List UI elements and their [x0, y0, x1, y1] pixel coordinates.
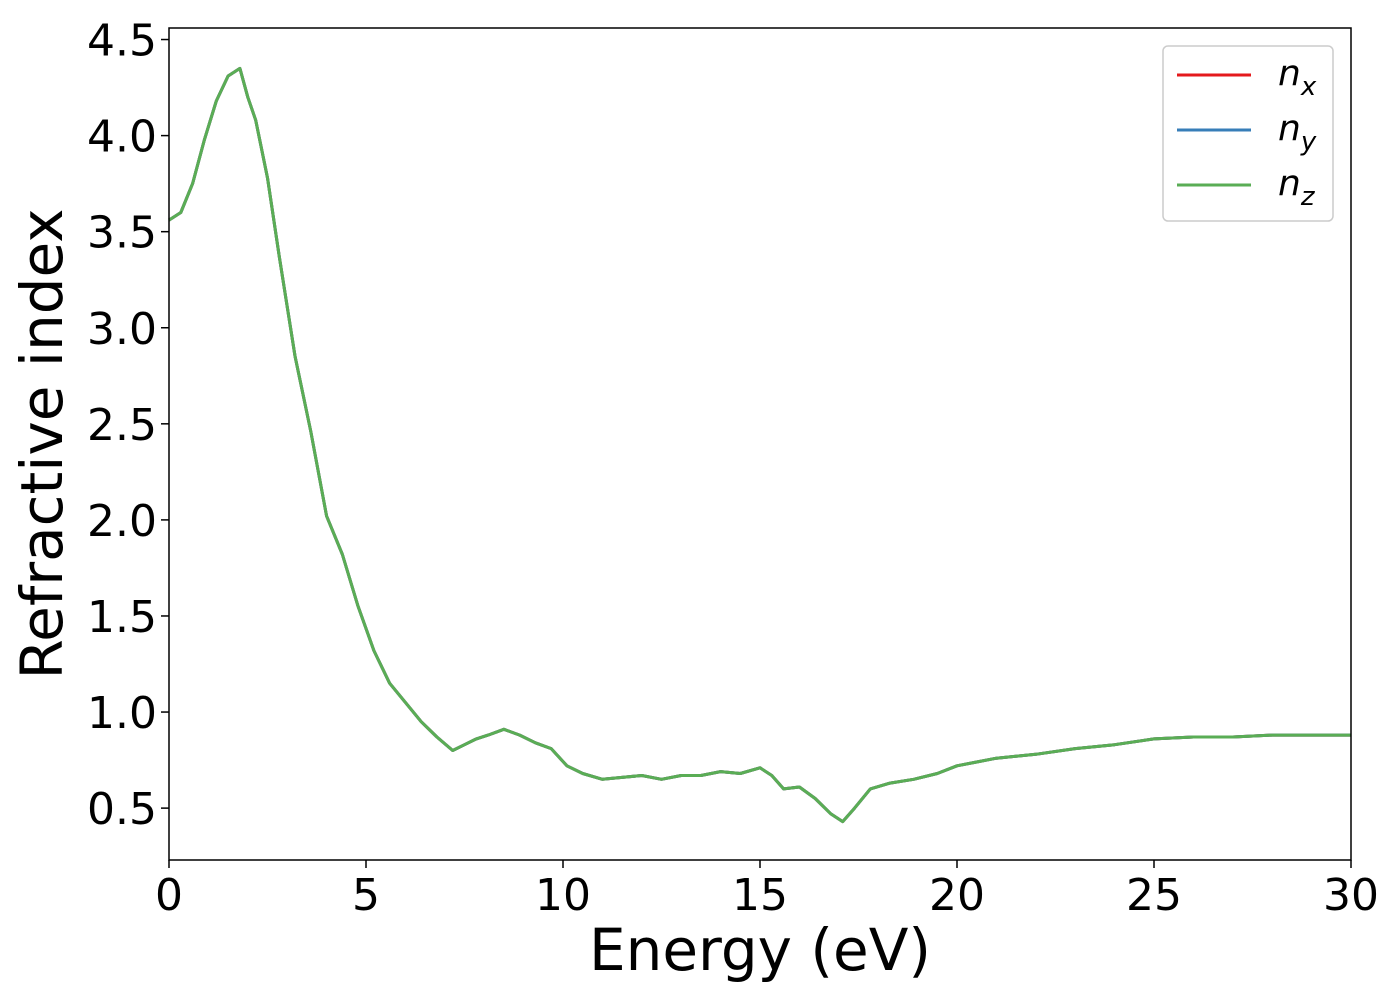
- x-tick-label: 10: [535, 870, 591, 921]
- x-axis-title: Energy (eV): [589, 916, 931, 984]
- x-tick-label: 30: [1323, 870, 1379, 921]
- x-axis-ticks: 0 5 10 15 20 25 30: [155, 860, 1379, 921]
- x-tick-label: 5: [352, 870, 380, 921]
- legend-label-z: nz: [1278, 163, 1316, 212]
- y-axis-title: Refractive index: [8, 208, 76, 679]
- legend-label-y: ny: [1278, 108, 1317, 157]
- y-tick-label: 1.5: [87, 592, 157, 643]
- y-tick-label: 3.5: [87, 208, 157, 259]
- series-line-z: [168, 66, 1351, 824]
- y-axis-ticks: 0.5 1.0 1.5 2.0 2.5 3.0 3.5 4.0 4.5: [87, 16, 169, 835]
- series-layer: [168, 66, 1351, 824]
- y-tick-label: 0.5: [87, 784, 157, 835]
- y-tick-label: 2.0: [87, 496, 157, 547]
- x-tick-label: 15: [732, 870, 788, 921]
- legend-label-x: nx: [1278, 53, 1317, 102]
- y-tick-label: 2.5: [87, 400, 157, 451]
- y-tick-label: 1.0: [87, 688, 157, 739]
- y-tick-label: 3.0: [87, 304, 157, 355]
- x-tick-label: 0: [155, 870, 183, 921]
- x-tick-label: 20: [929, 870, 985, 921]
- legend-box: [1162, 45, 1334, 222]
- y-tick-label: 4.5: [87, 16, 157, 67]
- y-tick-label: 4.0: [87, 112, 157, 163]
- legend: nx ny nz: [1162, 45, 1334, 222]
- x-tick-label: 25: [1126, 870, 1182, 921]
